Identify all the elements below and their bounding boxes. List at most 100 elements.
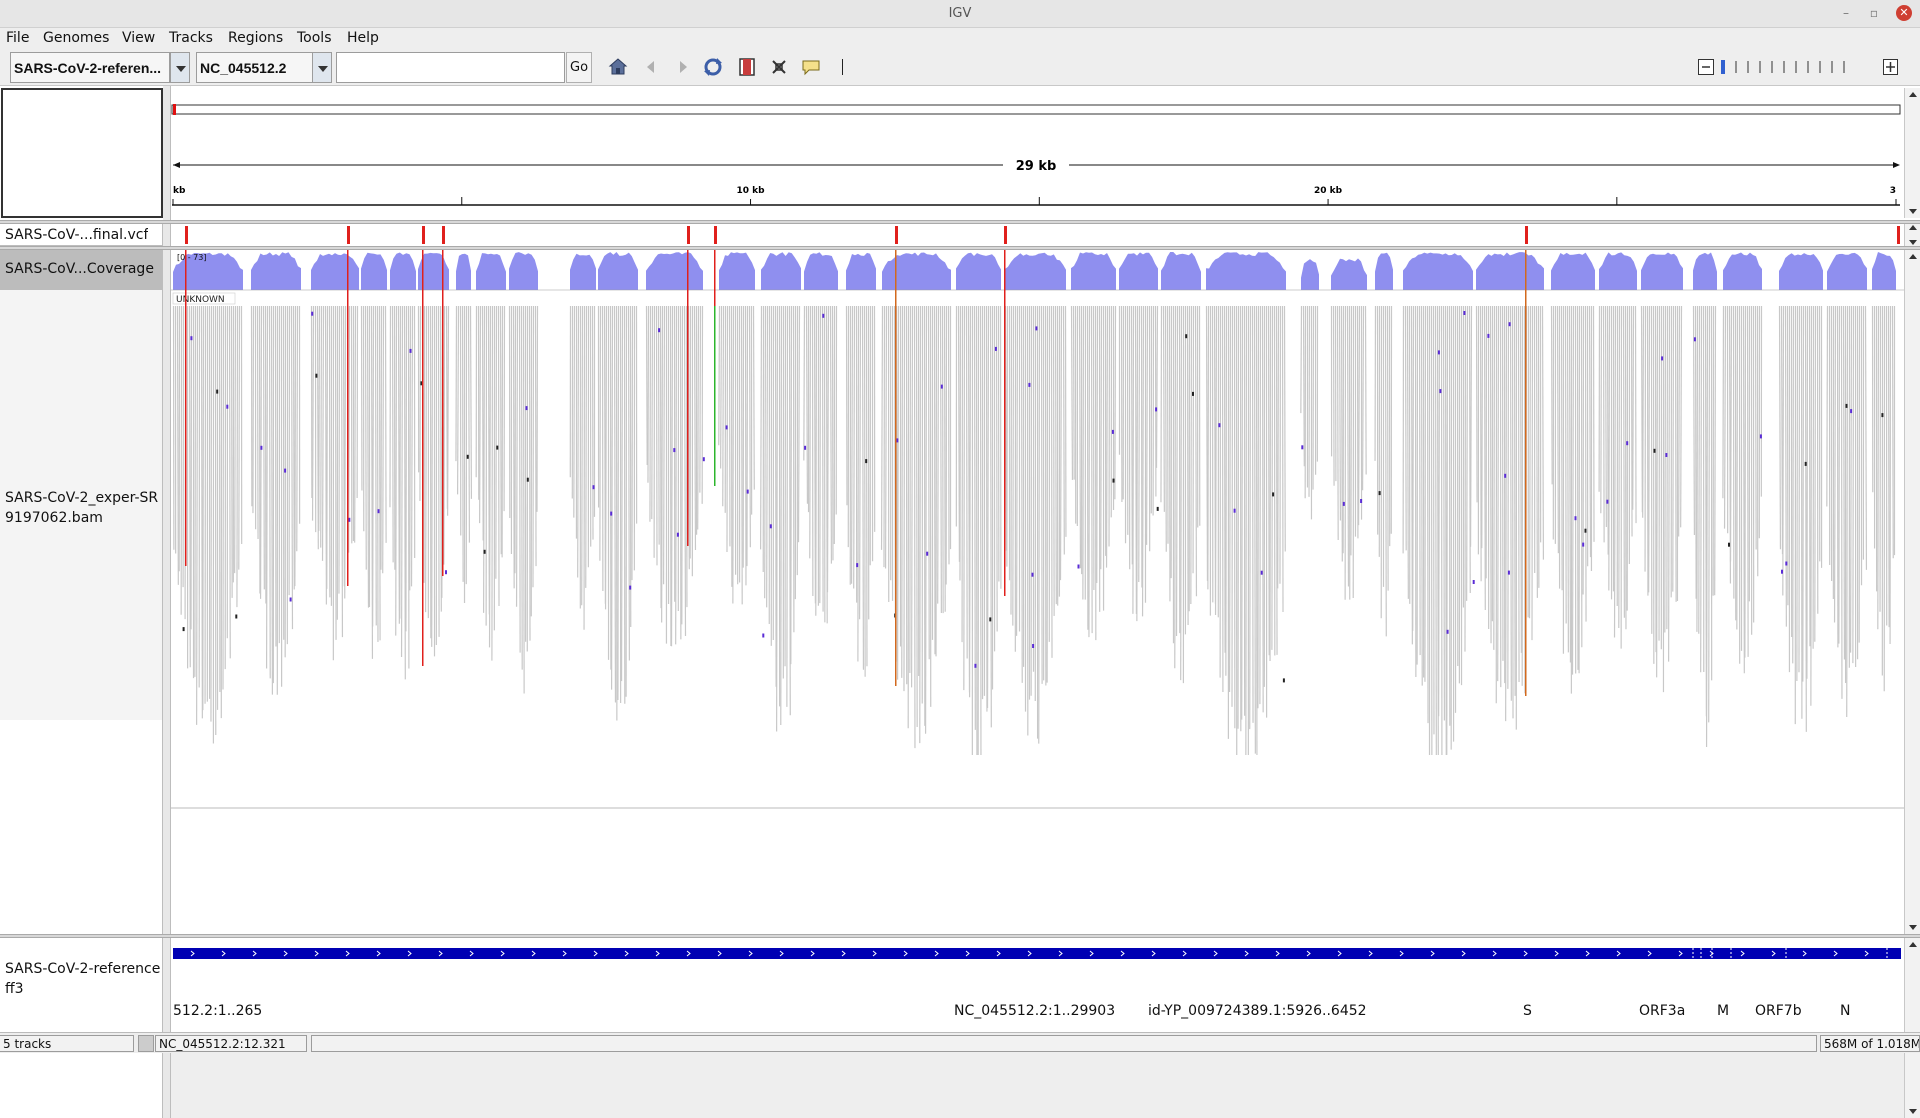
menu-view[interactable]: View <box>122 30 155 46</box>
read-column[interactable] <box>211 306 212 722</box>
read-column[interactable] <box>520 306 521 653</box>
read-column[interactable] <box>1216 306 1217 615</box>
coverage-block[interactable] <box>761 252 801 290</box>
read-column[interactable] <box>854 306 855 589</box>
read-column[interactable] <box>1039 306 1040 744</box>
chromosome-ideogram[interactable] <box>172 105 1900 114</box>
read-column[interactable] <box>318 306 319 549</box>
read-column[interactable] <box>406 306 407 631</box>
roi-icon[interactable] <box>737 57 757 77</box>
resize-icon[interactable] <box>769 57 789 77</box>
read-column[interactable] <box>1696 306 1697 599</box>
read-column[interactable] <box>1737 306 1738 630</box>
read-column[interactable] <box>492 306 493 661</box>
read-column[interactable] <box>1878 306 1879 629</box>
vcf-variant[interactable] <box>1004 226 1007 244</box>
vcf-track-name-panel[interactable]: SARS-CoV-...final.vcf <box>0 224 163 246</box>
read-column[interactable] <box>926 306 927 734</box>
read-column[interactable] <box>1793 306 1794 663</box>
read-column[interactable] <box>1471 306 1472 547</box>
read-column[interactable] <box>754 306 755 490</box>
read-column[interactable] <box>381 306 382 570</box>
read-column[interactable] <box>1673 306 1674 592</box>
read-column[interactable] <box>1132 306 1133 564</box>
read-column[interactable] <box>700 306 701 493</box>
read-column[interactable] <box>1731 306 1732 561</box>
read-column[interactable] <box>648 306 649 483</box>
read-column[interactable] <box>1699 306 1700 634</box>
read-column[interactable] <box>682 306 683 624</box>
read-column[interactable] <box>858 306 859 662</box>
read-column[interactable] <box>1485 306 1486 610</box>
read-column[interactable] <box>1530 306 1531 618</box>
read-column[interactable] <box>339 306 340 594</box>
read-column[interactable] <box>383 306 384 573</box>
read-column[interactable] <box>1022 306 1023 683</box>
read-column[interactable] <box>405 306 406 679</box>
read-column[interactable] <box>912 306 913 687</box>
read-column[interactable] <box>294 306 295 590</box>
read-column[interactable] <box>1803 306 1804 682</box>
coverage-block[interactable] <box>1551 253 1595 290</box>
read-column[interactable] <box>1137 306 1138 621</box>
read-column[interactable] <box>1508 306 1509 689</box>
read-column[interactable] <box>1097 306 1098 583</box>
read-column[interactable] <box>1513 306 1514 718</box>
read-column[interactable] <box>860 306 861 619</box>
alignment-scrollbar[interactable] <box>1904 250 1920 934</box>
read-column[interactable] <box>1649 306 1650 592</box>
read-column[interactable] <box>1669 306 1670 662</box>
read-column[interactable] <box>1780 306 1781 549</box>
read-column[interactable] <box>943 306 944 613</box>
feature-label[interactable]: 512.2:1..265 <box>173 1003 262 1019</box>
read-column[interactable] <box>1515 306 1516 696</box>
coverage-block[interactable] <box>598 252 638 290</box>
read-column[interactable] <box>426 306 427 612</box>
read-column[interactable] <box>1811 306 1812 706</box>
read-column[interactable] <box>1061 306 1062 580</box>
read-column[interactable] <box>920 306 921 743</box>
read-column[interactable] <box>1657 306 1658 677</box>
read-column[interactable] <box>967 306 968 659</box>
coverage-block[interactable] <box>361 253 387 290</box>
read-column[interactable] <box>945 306 946 612</box>
alignment-panel[interactable]: [0 - 73] UNKNOWN <box>171 250 1904 934</box>
read-column[interactable] <box>852 306 853 584</box>
read-column[interactable] <box>695 306 696 550</box>
read-column[interactable] <box>750 306 751 547</box>
read-column[interactable] <box>336 306 337 640</box>
read-column[interactable] <box>661 306 662 608</box>
read-column[interactable] <box>1447 306 1448 755</box>
read-column[interactable] <box>1042 306 1043 684</box>
coverage-block[interactable] <box>509 252 538 290</box>
menu-help[interactable]: Help <box>347 30 379 46</box>
coverage-block[interactable] <box>1827 253 1867 290</box>
read-column[interactable] <box>1272 306 1273 650</box>
read-column[interactable] <box>615 306 616 702</box>
read-column[interactable] <box>536 306 537 566</box>
read-column[interactable] <box>327 306 328 589</box>
read-column[interactable] <box>659 306 660 545</box>
coverage-block[interactable] <box>1005 253 1066 290</box>
read-column[interactable] <box>524 306 525 694</box>
popup-info-icon[interactable] <box>801 57 821 77</box>
read-column[interactable] <box>761 306 762 549</box>
read-column[interactable] <box>622 306 623 681</box>
read-column[interactable] <box>1707 306 1708 747</box>
read-column[interactable] <box>582 306 583 605</box>
read-column[interactable] <box>929 306 930 659</box>
read-column[interactable] <box>1606 306 1607 527</box>
read-column[interactable] <box>949 306 950 564</box>
read-column[interactable] <box>1092 306 1093 633</box>
read-column[interactable] <box>1506 306 1507 721</box>
read-column[interactable] <box>1052 306 1053 658</box>
read-column[interactable] <box>938 306 939 604</box>
gene-feature-bar[interactable] <box>173 948 1901 959</box>
read-column[interactable] <box>1643 306 1644 518</box>
read-column[interactable] <box>1258 306 1259 708</box>
read-column[interactable] <box>1745 306 1746 658</box>
read-column[interactable] <box>496 306 497 579</box>
coverage-block[interactable] <box>956 253 1001 290</box>
read-column[interactable] <box>342 306 343 637</box>
read-column[interactable] <box>1498 306 1499 681</box>
